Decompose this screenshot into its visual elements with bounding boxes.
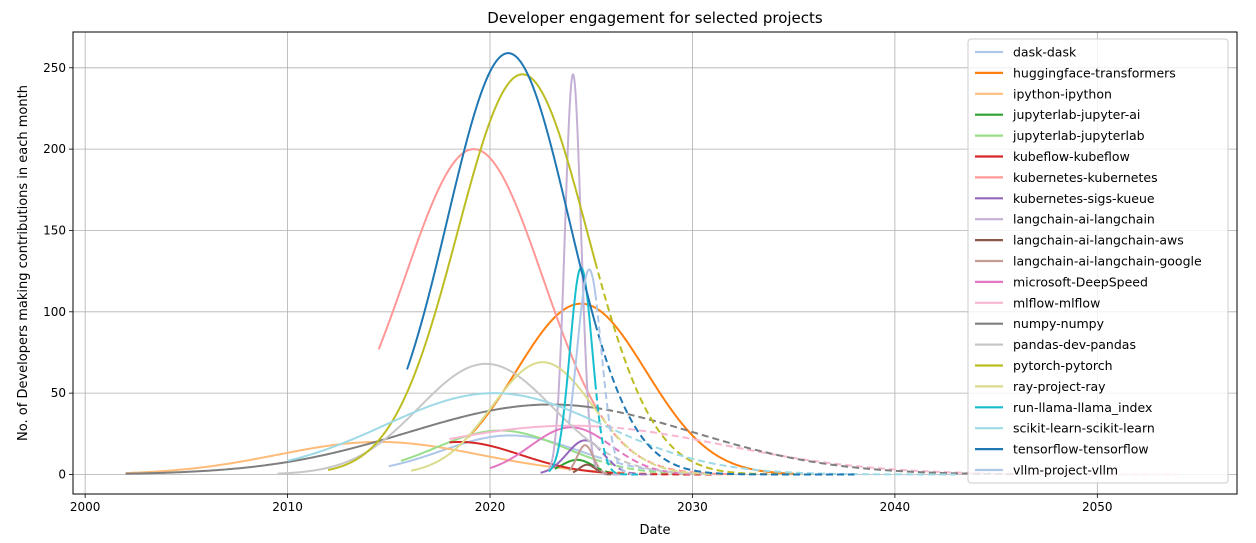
legend-label-langchain-ai-langchain: langchain-ai-langchain <box>1013 212 1155 227</box>
series-line-pytorch-pytorch <box>327 73 597 472</box>
legend-label-dask-dask: dask-dask <box>1013 45 1077 60</box>
legend-label-numpy-numpy: numpy-numpy <box>1013 316 1105 331</box>
series-line-run-llama-llama-index <box>547 266 597 473</box>
x-tick-label: 2010 <box>272 500 303 514</box>
series-line-ray-project-ray <box>410 361 597 472</box>
series-forecast-kubeflow-kubeflow <box>595 470 713 476</box>
legend-label-pytorch-pytorch: pytorch-pytorch <box>1013 358 1113 373</box>
legend-label-huggingface-transformers: huggingface-transformers <box>1013 65 1176 80</box>
series-line-tensorflow-tensorflow <box>406 52 597 370</box>
legend-label-run-llama-llama-index: run-llama-llama_index <box>1013 400 1152 415</box>
legend: dask-dask huggingface-transformers ipython… <box>967 38 1229 484</box>
series-line-kubernetes-kubernetes <box>377 148 597 407</box>
legend-label-kubeflow-kubeflow: kubeflow-kubeflow <box>1013 149 1130 164</box>
legend-label-pandas-dev-pandas: pandas-dev-pandas <box>1013 337 1136 352</box>
y-tick-label: 200 <box>43 142 66 156</box>
series-line-ipython-ipython <box>125 440 596 475</box>
x-tick-label: 2050 <box>1082 500 1113 514</box>
plot-frame <box>72 31 1238 495</box>
series-line-langchain-ai-langchain-aws <box>572 463 597 474</box>
series-line-dask-dask <box>388 434 596 468</box>
chart-title: Developer engagement for selected projec… <box>487 9 823 27</box>
y-tick-label: 100 <box>43 305 66 319</box>
series-forecast-vllm-project-vllm <box>594 293 632 476</box>
series-forecast-numpy-numpy <box>595 406 1017 476</box>
legend-label-ipython-ipython: ipython-ipython <box>1013 86 1112 101</box>
legend-label-scikit-learn-scikit-learn: scikit-learn-scikit-learn <box>1013 421 1155 436</box>
series-line-numpy-numpy <box>125 403 596 475</box>
series-forecast-langchain-ai-langchain-google <box>594 460 612 476</box>
y-tick-label: 250 <box>43 61 66 75</box>
x-tick-label: 2000 <box>70 500 101 514</box>
y-tick-label: 150 <box>43 223 66 237</box>
legend-label-kubernetes-sigs-kueue: kubernetes-sigs-kueue <box>1013 191 1155 206</box>
legend-label-mlflow-mlflow: mlflow-mlflow <box>1013 295 1100 310</box>
x-tick-label: 2040 <box>880 500 911 514</box>
series-line-huggingface-transformers <box>467 302 794 475</box>
series-line-microsoft-deepspeed <box>489 426 596 470</box>
series-lines <box>125 52 1179 476</box>
series-line-pandas-dev-pandas <box>277 362 596 475</box>
legend-label-ray-project-ray: ray-project-ray <box>1013 379 1106 394</box>
y-axis-title: No. of Developers making contributions i… <box>16 85 31 441</box>
y-tick-label: 50 <box>51 386 66 400</box>
legend-label-langchain-ai-langchain-aws: langchain-ai-langchain-aws <box>1013 233 1184 248</box>
x-tick-label: 2020 <box>475 500 506 514</box>
legend-label-microsoft-deepspeed: microsoft-DeepSpeed <box>1013 274 1148 289</box>
x-axis-title: Date <box>639 523 670 538</box>
series-line-langchain-ai-langchain <box>547 73 597 471</box>
series-forecast-scikit-learn-scikit-learn <box>594 420 956 476</box>
legend-frame <box>967 38 1229 484</box>
y-tick-label: 0 <box>58 467 66 481</box>
legend-label-vllm-project-vllm: vllm-project-vllm <box>1013 463 1118 478</box>
series-line-vllm-project-vllm <box>567 268 597 424</box>
series-line-langchain-ai-langchain-google <box>568 444 597 472</box>
series-forecast-pytorch-pytorch <box>594 261 855 476</box>
series-line-scikit-learn-scikit-learn <box>287 392 596 462</box>
series-forecast-microsoft-deepspeed <box>594 434 693 475</box>
legend-label-kubernetes-kubernetes: kubernetes-kubernetes <box>1013 170 1158 185</box>
legend-label-tensorflow-tensorflow: tensorflow-tensorflow <box>1013 442 1149 457</box>
series-forecast-ray-project-ray <box>594 408 713 476</box>
series-forecast-run-llama-llama-index <box>594 382 642 476</box>
series-forecast-langchain-ai-langchain-aws <box>594 467 612 476</box>
legend-label-jupyterlab-jupyter-ai: jupyterlab-jupyter-ai <box>1012 107 1140 122</box>
legend-label-langchain-ai-langchain-google: langchain-ai-langchain-google <box>1013 254 1202 269</box>
legend-label-jupyterlab-jupyterlab: jupyterlab-jupyterlab <box>1012 128 1145 143</box>
axis-ticks: 2000 2010 2020 2030 2040 2050 0 50 100 150 200 250 <box>43 61 1112 514</box>
x-tick-label: 2030 <box>677 500 708 514</box>
